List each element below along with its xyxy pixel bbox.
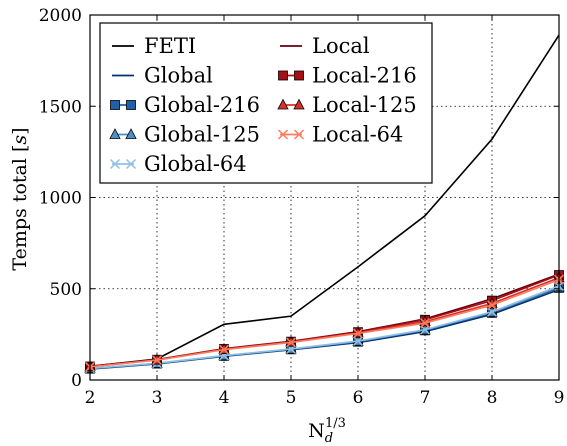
- legend-marker: [277, 98, 289, 110]
- data-point-global-64: [352, 335, 364, 346]
- x-tick-label: 7: [420, 388, 431, 408]
- ticks: 2 3 4 5 6 7 8 9 0 500 1000 1500 2000: [39, 6, 565, 408]
- y-axis-title-unit: s: [9, 135, 31, 145]
- legend-marker: [125, 158, 137, 170]
- y-axis-title-bracket-open: [: [9, 145, 31, 152]
- marker-stroke: [125, 158, 137, 170]
- marker-stroke: [352, 335, 364, 346]
- legend-item-feti: FETI: [112, 34, 196, 58]
- data-point-local-64: [352, 328, 364, 339]
- x-axis-title-base: N: [308, 420, 325, 442]
- legend-marker: [278, 70, 288, 81]
- y-tick-label: 1000: [39, 189, 82, 209]
- y-tick-label: 2000: [39, 6, 82, 26]
- y-axis-title-bracket-close: ]: [9, 127, 31, 134]
- series-feti: [89, 34, 560, 368]
- legend-marker: [294, 70, 304, 81]
- x-tick-label: 9: [554, 388, 565, 408]
- legend-item-local-125: Local-125: [277, 93, 417, 117]
- legend-item-global-125: Global-125: [109, 123, 260, 147]
- data-point-local-64: [151, 355, 163, 366]
- series-line-local: [89, 273, 560, 368]
- data-point-local-64: [486, 300, 498, 311]
- legend-label: Global-64: [144, 152, 247, 176]
- legend-marker: [277, 129, 289, 140]
- series-local-64: [84, 274, 565, 372]
- legend-marker: [110, 100, 120, 110]
- marker-stroke: [419, 318, 431, 329]
- data-point-local-125: [218, 342, 230, 354]
- marker-stroke: [293, 129, 305, 140]
- legend-box: [99, 22, 433, 184]
- y-tick-label: 0: [71, 371, 82, 391]
- data-point-local-64: [218, 344, 230, 355]
- marker-stroke: [151, 355, 163, 366]
- y-axis-title: Temps total [s]: [9, 127, 31, 270]
- x-axis-title-sup: 1/3: [325, 416, 346, 431]
- legend-label: FETI: [144, 34, 196, 58]
- legend-label: Global-125: [144, 123, 260, 147]
- y-axis-title-text: Temps total: [9, 152, 31, 271]
- legend-label: Local-216: [312, 64, 417, 88]
- x-axis-title-sub: d: [325, 431, 333, 446]
- x-tick-label: 6: [353, 388, 364, 408]
- legend-item-local-216: Local-216: [278, 64, 417, 88]
- legend-item-global-216: Global-216: [110, 93, 260, 117]
- legend-label: Local-125: [312, 93, 417, 117]
- legend-marker: [293, 98, 305, 110]
- x-tick-label: 2: [85, 388, 96, 408]
- legend-marker: [109, 158, 121, 170]
- x-tick-label: 3: [152, 388, 163, 408]
- legend-label: Local-64: [312, 123, 403, 147]
- series-line-global-64: [89, 285, 560, 370]
- legend-item-local: Local: [280, 34, 370, 58]
- legend-marker: [125, 128, 137, 139]
- marker-stroke: [218, 344, 230, 355]
- data-point-local-64: [419, 318, 431, 329]
- legend-marker: [293, 129, 305, 140]
- legend-marker: [126, 100, 136, 110]
- series-line-feti: [89, 34, 560, 368]
- series-line-local-64: [89, 278, 560, 368]
- marker-stroke: [285, 337, 297, 348]
- y-tick-label: 1500: [39, 97, 82, 117]
- x-axis-title: Nd1/3: [308, 416, 346, 446]
- legend-item-global: Global: [112, 64, 213, 88]
- series-layer: [84, 34, 565, 374]
- marker-stroke: [109, 158, 121, 170]
- legend-label: Global-216: [144, 93, 260, 117]
- legend-item-global-64: Global-64: [109, 152, 247, 176]
- marker-stroke: [486, 300, 498, 311]
- x-tick-label: 5: [286, 388, 297, 408]
- x-tick-label: 4: [219, 388, 230, 408]
- marker-stroke: [352, 328, 364, 339]
- data-point-local-64: [285, 337, 297, 348]
- y-tick-label: 500: [50, 280, 82, 300]
- legend-item-local-64: Local-64: [277, 123, 403, 147]
- x-tick-label: 8: [487, 388, 498, 408]
- marker-stroke: [277, 129, 289, 140]
- legend-marker: [109, 128, 121, 139]
- legend: FETI Global Global-216 Global-125 Global-64 L…: [99, 22, 433, 184]
- legend-label: Local: [312, 34, 370, 58]
- series-local: [89, 273, 560, 368]
- legend-label: Global: [144, 64, 213, 88]
